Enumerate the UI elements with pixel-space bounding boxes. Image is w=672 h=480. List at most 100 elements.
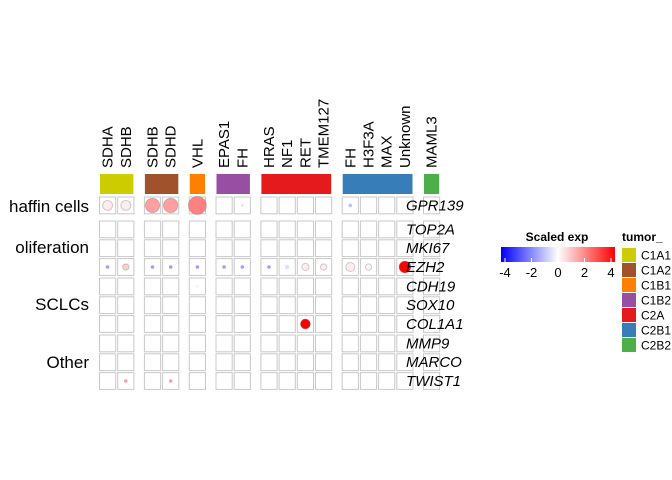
heatmap-dot [106,228,109,231]
heatmap-dot [169,342,172,345]
heatmap-dot [241,285,243,287]
heatmap-dot [404,204,406,206]
heatmap-dot [299,318,311,330]
heatmap-dot [151,361,154,363]
heatmap-dot [431,247,433,249]
heatmap-dot [431,228,433,230]
color-legend-tick-label: 2 [581,265,588,280]
row-group-label: oliferation [15,238,89,257]
heatmap-dot [223,342,225,344]
heatmap-dot [223,247,225,249]
heatmap-dot [195,265,200,269]
heatmap-dot [223,361,225,363]
heatmap-dot [367,247,370,250]
heatmap-dot [304,380,306,382]
heatmap-dot [349,380,351,382]
gene-label-ezh2: EZH2 [406,259,445,276]
heatmap-dot [107,361,109,363]
tumor-type-label-c1b1: C1B1 [641,279,671,293]
annotation-bar-c1b1 [189,174,205,194]
heatmap-dot [386,204,388,206]
heatmap-dot [151,342,154,344]
row-group-label: Other [46,353,89,372]
heatmap-dot [404,361,406,363]
heatmap-dot [304,361,306,363]
heatmap-dot [386,247,388,249]
color-legend-tick-label: 4 [607,265,614,280]
heatmap-dot [286,380,288,382]
color-legend-tick-label: 0 [554,265,561,280]
column-label: TMEM127 [316,99,333,168]
heatmap-dot [151,285,154,288]
heatmap-dot [169,228,172,231]
heatmap-dot [241,361,243,363]
heatmap-dot [367,285,370,287]
heatmap-dot [223,304,225,306]
heatmap-dot [323,323,325,325]
gene-label-mmp9: MMP9 [406,335,450,352]
heatmap-dot [348,203,353,208]
heatmap-dot [223,380,225,382]
heatmap-dot [431,304,433,306]
heatmap-dot [431,380,433,382]
heatmap-dot [404,228,406,230]
column-label: SDHA [100,126,117,168]
heatmap-dot [120,199,132,211]
gene-label-sox10: SOX10 [406,297,455,314]
heatmap-dot [367,323,370,325]
heatmap-dot [169,361,172,363]
tumor-type-swatch-c2a [622,308,636,322]
heatmap-dot [404,380,406,382]
column-label: NF1 [279,140,296,168]
heatmap-dot [106,323,109,325]
heatmap-dot [349,285,351,287]
gene-label-top2a: TOP2A [406,221,455,238]
heatmap-dot [345,262,356,272]
heatmap-dot [304,285,306,287]
heatmap-dot [187,195,207,215]
annotation-bar-c2b2 [424,174,440,194]
heatmap-dot [398,260,412,274]
heatmap-dot [323,304,325,306]
heatmap-dot [241,228,243,230]
heatmap-dot [151,380,154,382]
column-label: EPAS1 [216,121,233,168]
tumor-type-swatch-c2b2 [622,338,636,352]
gene-label-cdh19: CDH19 [406,278,456,295]
heatmap-dot [286,342,288,344]
gene-label-col1a1: COL1A1 [406,316,464,333]
heatmap-dot [349,361,351,363]
gene-label-mki67: MKI67 [406,240,450,257]
heatmap-dot [124,379,128,383]
heatmap-dot [323,342,325,344]
heatmap-dot [304,304,306,306]
heatmap-dot [286,247,288,249]
heatmap-dot [122,263,130,271]
heatmap-dot [241,342,243,344]
heatmap-dot [349,342,351,344]
column-label: FH [342,148,359,168]
heatmap-dot [386,380,388,382]
heatmap-dot [240,204,244,207]
tumor-type-swatch-c2b1 [622,323,636,337]
tumor-type-swatch-c1a2 [622,263,636,277]
heatmap-dot [106,285,109,288]
heatmap-dot [170,247,172,249]
heatmap-dot [386,285,388,287]
annotation-bar-c2a [261,174,332,194]
heatmap-dot [322,228,325,231]
heatmap-dot [367,204,370,206]
heatmap-dot [430,342,433,345]
heatmap-dot [367,380,370,382]
heatmap-dot [386,361,388,363]
heatmap-dot [151,323,154,325]
annotation-bar-c1b2 [216,174,250,194]
heatmap-dot [196,247,198,249]
heatmap-dot [125,323,127,325]
heatmap-dot [107,247,109,249]
heatmap-dot [386,228,388,230]
heatmap-dot [404,304,406,306]
heatmap-dot [404,323,406,325]
